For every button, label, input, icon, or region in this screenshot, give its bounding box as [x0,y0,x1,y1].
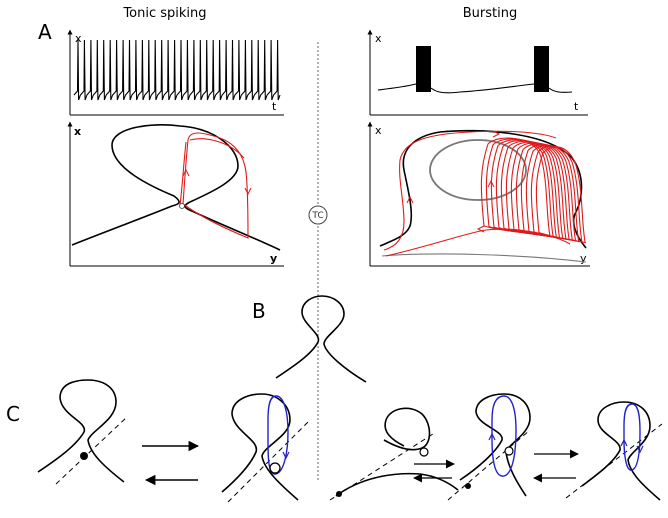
c5-dashed-line [565,423,663,499]
burst-ts-x-label: x [375,32,382,45]
c4-saddle-point [504,446,514,456]
c4-fixed-point [465,483,471,489]
c5-curve [581,401,661,501]
burst-phase-x-label: x [375,124,382,137]
panel-label-b: B [252,299,266,323]
burst-arrow-up-2 [487,179,495,188]
panel-label-a: A [38,20,52,44]
tonic-ts-x-label: x [75,32,82,45]
tonic-spike-train [73,39,281,101]
c2-cycle-arrow [282,451,290,460]
burst-arrow-right [492,130,501,138]
tonic-s-curve [71,124,281,251]
burst-arrow-up [406,195,414,204]
panel-c-diagrams [37,379,663,503]
burst-loop-12 [535,146,586,244]
tonic-phase-y-label: y [270,252,277,265]
burst-arrow-left [476,225,485,233]
tc-marker [308,205,328,225]
burst-ts-t-label: t [574,100,579,113]
c2-curve [221,393,299,501]
burst-gray-nullcline [381,253,587,263]
burst-trajectory-loops [480,137,586,244]
burst-1 [416,46,431,92]
tonic-phase-panel: x y [67,121,284,267]
tc-label: TC [311,211,323,221]
title-tonic-spiking: Tonic spiking [122,6,206,21]
tonic-fixed-point [179,203,185,209]
c3-dashed-line [329,431,437,501]
c4-dashed-line [447,429,531,501]
c4-limit-cycle [491,395,517,477]
c4-cycle-arrow [488,432,496,441]
tonic-timeseries-panel: x t [67,29,284,116]
c5-cycle-arrow-2 [620,438,628,447]
c2-saddle-point [269,462,281,474]
burst-baseline [377,83,573,94]
c2-limit-cycle [267,395,289,475]
tonic-arrow-down [244,187,252,196]
c3-saddle-point [419,447,429,457]
c5-cycle-arrow [636,445,644,454]
panel-b-curve [275,295,367,383]
tonic-arrow-up [182,168,190,177]
c5-limit-cycle [623,403,641,471]
burst-gray-cycle [429,139,527,201]
c3-loop [383,407,431,451]
c1-fixed-point [80,452,88,460]
tonic-trajectory-inner [179,138,245,206]
burst-lower-trajectory [385,228,571,257]
panel-label-c: C [6,402,20,426]
burst-phase-y-label: y [580,252,587,265]
c1-curve [37,379,125,483]
c3-fixed-point [336,491,342,497]
burst-2 [534,46,549,92]
burst-phase-panel: x y [367,121,590,267]
burst-outer-trajectory [383,130,557,251]
burst-loop-7 [510,142,570,241]
tonic-ts-t-label: t [272,100,277,113]
tonic-limit-cycle [182,132,249,239]
c1-dashed-line [55,415,129,485]
title-bursting: Bursting [463,6,517,21]
burst-timeseries-panel: x t [367,29,588,116]
tonic-phase-x-label: x [74,125,81,138]
